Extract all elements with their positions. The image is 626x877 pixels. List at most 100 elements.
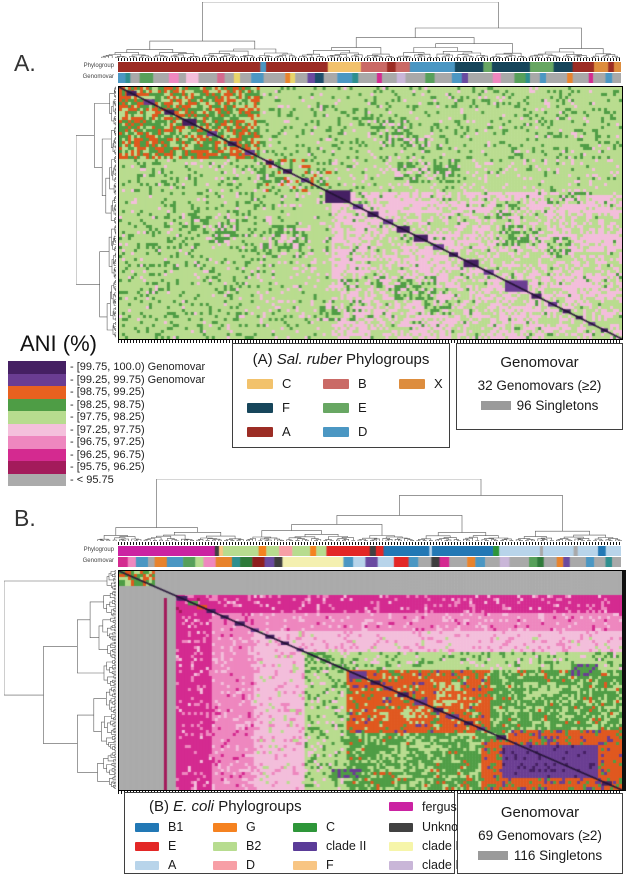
phylogroup-swatch [213,860,237,870]
legend-item-clade-II: clade II [293,839,389,853]
legend-a-title-suffix: Phylogroups [341,351,430,368]
ani-legend-row: - [98.25, 98.75) [8,398,205,411]
phylogroup-swatch [135,860,159,870]
legend-item-E: E [323,400,399,415]
panel-a-top-ticks [118,58,621,61]
phylogroup-swatch [135,822,159,832]
ani-legend-row: - [95.75, 96.25) [8,461,205,474]
ani-bin-label: - [97.75, 98.25) [70,411,145,424]
ani-legend-title: ANI (%) [20,331,97,356]
panel-a-heatmap [118,86,623,340]
genomovar-b-count: 69 Genomovars (≥2) [478,828,602,843]
legend-item-D: D [213,858,293,872]
legend-item-A: A [135,858,213,872]
genomovar-a-singletons: 96 Singletons [457,398,622,413]
ani-bin-label: - [98.75, 99.25) [70,386,145,399]
phylogroup-swatch [247,426,273,437]
ani-bin-label: - [99.75, 100.0) Genomovar [70,361,206,374]
panel-b-top-ticks [118,542,621,545]
ani-bin-label: - [96.75, 97.25) [70,436,145,449]
phylogroup-swatch [135,841,159,851]
legend-item-C: C [293,820,389,834]
genomovar-b-singletons-label: 116 Singletons [513,848,603,863]
panel-a-genomovar-track-label: Genomovar [82,74,114,80]
phylogroup-swatch [293,860,317,870]
panel-a-bottom-ticks [118,340,621,343]
legend-item-C: C [247,376,323,391]
genomovar-box-a: Genomovar 32 Genomovars (≥2) 96 Singleto… [456,343,623,430]
phylogroup-label: X [434,376,443,391]
panel-a-left-dendrogram [76,86,116,338]
genomovar-a-count: 32 Genomovars (≥2) [477,378,602,393]
ani-bin-swatch [8,448,66,461]
ani-bin-swatch [8,461,66,474]
phylogroup-label: G [246,820,256,834]
phylogroup-legend-a: (A) Sal. ruber Phylogroups C B X F E A D [232,343,450,448]
phylogroup-swatch [247,402,273,413]
ani-bin-label: - [98.25, 98.75) [70,398,145,411]
phylogroup-swatch [323,378,349,389]
panel-a-genomovar-track [118,73,621,83]
phylogroup-swatch [399,378,425,389]
phylogroup-swatch [247,378,273,389]
legend-item-B1: B1 [135,820,213,834]
legend-b-items: (B) E. coli Phylogroups fergusonii B1 G C Un… [135,798,476,872]
panel-b-left-dendrogram [4,570,116,789]
phylogroup-label: D [358,424,368,439]
legend-item-F: F [247,400,323,415]
legend-a-title-species: Sal. ruber [276,351,342,368]
legend-item-G: G [213,820,293,834]
genomovar-a-singletons-label: 96 Singletons [516,398,599,413]
legend-a-items: C B X F E A D [247,376,449,439]
ani-bin-swatch [8,423,66,436]
phylogroup-label: C [326,820,336,834]
ani-bin-swatch [8,361,66,374]
phylogroup-label: B1 [168,820,184,834]
phylogroup-legend-b: (B) E. coli Phylogroups fergusonii B1 G C Un… [124,792,476,874]
ani-legend-row: - [97.75, 98.25) [8,411,205,424]
ani-bin-label: - [97.25, 97.75) [70,423,145,436]
legend-b-title-suffix: Phylogroups [214,798,302,815]
panel-b-top-dendrogram [97,479,622,541]
phylogroup-label: F [282,400,290,415]
legend-a-title-prefix: (A) [252,351,277,368]
ani-legend-row: - < 95.75 [8,473,205,486]
dendrogram-lines [4,570,116,789]
phylogroup-label: E [168,839,177,853]
legend-item-X: X [399,376,451,391]
legend-item-B: B [323,376,399,391]
ani-bin-swatch [8,398,66,411]
ani-bin-swatch [8,411,66,424]
ani-bin-swatch [8,473,66,486]
phylogroup-swatch [293,841,317,851]
phylogroup-swatch [389,822,413,832]
genomovar-b-title: Genomovar [500,804,580,821]
ani-legend-row: - [96.75, 97.25) [8,436,205,449]
ani-legend-rows: - [99.75, 100.0) Genomovar - [99.25, 99.7… [8,361,205,486]
genomovar-box-b: Genomovar 69 Genomovars (≥2) 116 Singlet… [457,793,623,874]
dendrogram-lines [97,479,622,541]
legend-item-E: E [135,839,213,853]
phylogroup-label: A [168,858,177,872]
phylogroup-swatch [389,841,413,851]
phylogroup-label: clade III [422,839,466,853]
ani-legend-row: - [99.25, 99.75) Genomovar [8,373,205,386]
legend-item-D: D [323,424,399,439]
phylogroup-label: F [326,858,334,872]
phylogroup-label: B2 [246,839,262,853]
ani-bin-swatch [8,386,66,399]
legend-item-A: A [247,424,323,439]
panel-b-genomovar-track-label: Genomovar [82,558,114,564]
panel-b-heatmap [118,570,626,791]
panel-a-phylogroup-track-label: Phylogroup [83,63,114,69]
legend-item-clade-I: clade I [389,858,476,872]
ani-legend-row: - [99.75, 100.0) Genomovar [8,361,205,374]
ani-bin-swatch [8,373,66,386]
phylogroup-label: D [246,858,256,872]
ani-bin-swatch [8,436,66,449]
genomovar-b-singletons: 116 Singletons [458,848,622,863]
phylogroup-label: C [282,376,292,391]
phylogroup-swatch [323,426,349,437]
panel-b-label: B. [14,505,36,531]
